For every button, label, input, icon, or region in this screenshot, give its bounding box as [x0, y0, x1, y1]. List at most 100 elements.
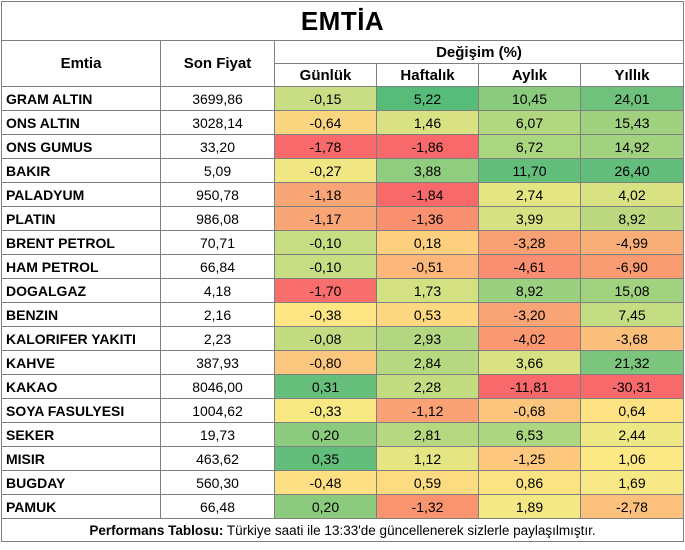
weekly-change-cell: 2,93: [376, 326, 479, 351]
table-row: HAM PETROL 66,84 -0,10 -0,51 -4,61 -6,90: [1, 254, 685, 279]
yearly-change-cell: 24,01: [579, 86, 685, 111]
last-price: 560,30: [160, 470, 275, 495]
weekly-change-cell: 2,28: [376, 374, 479, 399]
last-price: 4,18: [160, 278, 275, 303]
footer-text: Türkiye saati ile 13:33'de güncellenerek…: [223, 522, 596, 538]
table-row: DOGALGAZ 4,18 -1,70 1,73 8,92 15,08: [1, 278, 685, 303]
last-price: 2,16: [160, 302, 275, 327]
header-emtia: Emtia: [1, 40, 161, 87]
table-row: KAKAO 8046,00 0,31 2,28 -11,81 -30,31: [1, 374, 685, 399]
header-haftalik: Haftalık: [376, 63, 479, 87]
header-son-fiyat: Son Fiyat: [160, 40, 275, 87]
header-yillik: Yıllık: [579, 63, 685, 87]
weekly-change-cell: 0,18: [376, 230, 479, 255]
commodity-name: SEKER: [1, 422, 161, 447]
table-row: KAHVE 387,93 -0,80 2,84 3,66 21,32: [1, 350, 685, 375]
table-row: ONS GUMUS 33,20 -1,78 -1,86 6,72 14,92: [1, 134, 685, 159]
daily-change-cell: 0,35: [274, 446, 377, 471]
monthly-change-cell: -3,20: [478, 302, 581, 327]
monthly-change-cell: 11,70: [478, 158, 581, 183]
weekly-change-cell: -1,12: [376, 398, 479, 423]
monthly-change-cell: 1,89: [478, 494, 581, 519]
weekly-change-cell: -1,36: [376, 206, 479, 231]
header-aylik: Aylık: [478, 63, 581, 87]
monthly-change-cell: -4,02: [478, 326, 581, 351]
commodity-name: KAKAO: [1, 374, 161, 399]
table-body: GRAM ALTIN 3699,86 -0,15 5,22 10,45 24,01 ONS …: [1, 86, 685, 519]
monthly-change-cell: -11,81: [478, 374, 581, 399]
commodity-name: BUGDAY: [1, 470, 161, 495]
yearly-change-cell: 4,02: [579, 182, 685, 207]
monthly-change-cell: 10,45: [478, 86, 581, 111]
commodity-name: ONS GUMUS: [1, 134, 161, 159]
commodity-name: HAM PETROL: [1, 254, 161, 279]
weekly-change-cell: 1,46: [376, 110, 479, 135]
daily-change-cell: -0,38: [274, 302, 377, 327]
weekly-change-cell: 5,22: [376, 86, 479, 111]
daily-change-cell: 0,20: [274, 422, 377, 447]
commodity-name: BAKIR: [1, 158, 161, 183]
commodity-name: PALADYUM: [1, 182, 161, 207]
last-price: 70,71: [160, 230, 275, 255]
footer-label: Performans Tablosu:: [89, 522, 224, 538]
daily-change-cell: -0,48: [274, 470, 377, 495]
weekly-change-cell: 1,73: [376, 278, 479, 303]
monthly-change-cell: -0,68: [478, 398, 581, 423]
last-price: 986,08: [160, 206, 275, 231]
weekly-change-cell: 2,81: [376, 422, 479, 447]
yearly-change-cell: 26,40: [579, 158, 685, 183]
last-price: 66,48: [160, 494, 275, 519]
table-row: ONS ALTIN 3028,14 -0,64 1,46 6,07 15,43: [1, 110, 685, 135]
commodity-name: KAHVE: [1, 350, 161, 375]
yearly-change-cell: 15,08: [579, 278, 685, 303]
last-price: 66,84: [160, 254, 275, 279]
last-price: 3699,86: [160, 86, 275, 111]
last-price: 33,20: [160, 134, 275, 159]
daily-change-cell: -0,10: [274, 230, 377, 255]
yearly-change-cell: -4,99: [579, 230, 685, 255]
daily-change-cell: 0,31: [274, 374, 377, 399]
last-price: 2,23: [160, 326, 275, 351]
commodity-name: GRAM ALTIN: [1, 86, 161, 111]
yearly-change-cell: 8,92: [579, 206, 685, 231]
commodity-name: PLATIN: [1, 206, 161, 231]
last-price: 1004,62: [160, 398, 275, 423]
header-degisim-group: Değişim (%): [273, 40, 685, 64]
commodity-name: BENZIN: [1, 302, 161, 327]
last-price: 950,78: [160, 182, 275, 207]
yearly-change-cell: 1,69: [579, 470, 685, 495]
commodity-name: MISIR: [1, 446, 161, 471]
weekly-change-cell: -0,51: [376, 254, 479, 279]
monthly-change-cell: 6,72: [478, 134, 581, 159]
daily-change-cell: -1,78: [274, 134, 377, 159]
yearly-change-cell: 2,44: [579, 422, 685, 447]
weekly-change-cell: -1,84: [376, 182, 479, 207]
monthly-change-cell: 3,66: [478, 350, 581, 375]
table-row: BAKIR 5,09 -0,27 3,88 11,70 26,40: [1, 158, 685, 183]
table-row: MISIR 463,62 0,35 1,12 -1,25 1,06: [1, 446, 685, 471]
header-gunluk: Günlük: [274, 63, 377, 87]
commodity-name: ONS ALTIN: [1, 110, 161, 135]
monthly-change-cell: 8,92: [478, 278, 581, 303]
last-price: 3028,14: [160, 110, 275, 135]
table-row: BENZIN 2,16 -0,38 0,53 -3,20 7,45: [1, 302, 685, 327]
yearly-change-cell: 15,43: [579, 110, 685, 135]
yearly-change-cell: -3,68: [579, 326, 685, 351]
weekly-change-cell: 0,59: [376, 470, 479, 495]
last-price: 8046,00: [160, 374, 275, 399]
yearly-change-cell: 21,32: [579, 350, 685, 375]
commodity-name: PAMUK: [1, 494, 161, 519]
weekly-change-cell: 3,88: [376, 158, 479, 183]
yearly-change-cell: 7,45: [579, 302, 685, 327]
daily-change-cell: 0,20: [274, 494, 377, 519]
yearly-change-cell: 0,64: [579, 398, 685, 423]
last-price: 463,62: [160, 446, 275, 471]
last-price: 19,73: [160, 422, 275, 447]
daily-change-cell: -0,15: [274, 86, 377, 111]
daily-change-cell: -0,10: [274, 254, 377, 279]
yearly-change-cell: -2,78: [579, 494, 685, 519]
table-row: BRENT PETROL 70,71 -0,10 0,18 -3,28 -4,99: [1, 230, 685, 255]
monthly-change-cell: -4,61: [478, 254, 581, 279]
footer-note: Performans Tablosu: Türkiye saati ile 13…: [0, 518, 685, 542]
